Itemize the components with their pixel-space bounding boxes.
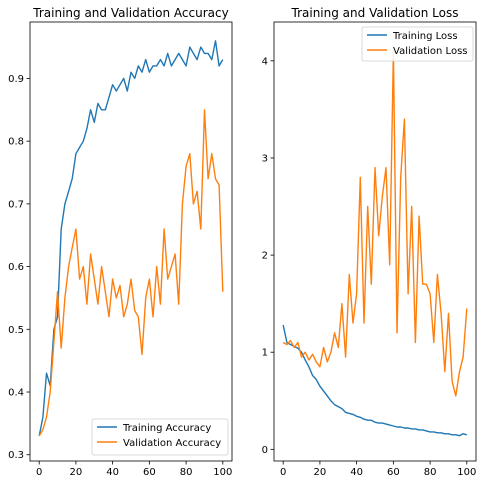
loss-x-tick-label: 100 [457,467,476,478]
accuracy-legend: Training Accuracy Validation Accuracy [91,418,229,456]
loss-y-tick-label: 0 [262,445,268,456]
accuracy-legend-label: Validation Accuracy [123,438,221,449]
loss-y-axis: 0 1 2 3 4 [262,56,274,456]
accuracy-y-tick-label: 0.9 [8,74,24,85]
loss-series-validation-line [282,50,468,397]
accuracy-y-tick-label: 0.8 [8,137,24,148]
loss-legend-box [361,26,474,62]
accuracy-x-tick-label: 60 [143,467,156,478]
accuracy-legend-label: Training Accuracy [122,423,211,434]
accuracy-series-layer [38,40,224,437]
accuracy-plot-frame [29,21,233,462]
accuracy-chart-title: Training and Validation Accuracy [32,6,228,20]
loss-legend-label: Validation Loss [393,46,468,57]
loss-chart: Training and Validation Loss 0 20 40 60 80 10… [262,6,477,478]
loss-x-tick-label: 0 [280,467,286,478]
loss-x-tick-label: 20 [314,467,327,478]
accuracy-x-axis: 0 20 40 60 80 100 [36,461,232,478]
loss-y-tick-label: 2 [262,251,268,262]
accuracy-x-tick-label: 100 [213,467,232,478]
accuracy-series-training-line [38,40,224,437]
loss-x-tick-label: 40 [350,467,363,478]
accuracy-y-tick-label: 0.4 [8,388,24,399]
loss-legend-label: Training Loss [392,31,458,42]
loss-x-tick-label: 80 [424,467,437,478]
loss-y-tick-label: 4 [262,56,268,67]
loss-series-training-line [282,324,467,437]
accuracy-y-axis: 0.3 0.4 0.5 0.6 0.7 0.8 0.9 [8,74,30,461]
accuracy-legend-box [91,418,229,456]
accuracy-y-tick-label: 0.3 [8,450,24,461]
accuracy-x-tick-label: 80 [180,467,193,478]
accuracy-y-tick-label: 0.7 [8,199,24,210]
accuracy-x-tick-label: 0 [36,467,42,478]
accuracy-x-tick-label: 20 [70,467,83,478]
accuracy-x-tick-label: 40 [106,467,119,478]
loss-y-tick-label: 1 [262,348,268,359]
accuracy-y-tick-label: 0.5 [8,325,24,336]
accuracy-y-tick-label: 0.6 [8,262,24,273]
loss-y-tick-label: 3 [262,153,268,164]
accuracy-chart: Training and Validation Accuracy 0 20 40 60… [8,6,233,478]
loss-chart-title: Training and Validation Loss [291,6,459,20]
accuracy-series-validation-line [38,109,224,437]
loss-series-layer [282,50,468,437]
loss-x-axis: 0 20 40 60 80 100 [280,461,476,478]
loss-plot-frame [273,21,477,462]
loss-legend: Training Loss Validation Loss [361,26,474,62]
loss-x-tick-label: 60 [387,467,400,478]
